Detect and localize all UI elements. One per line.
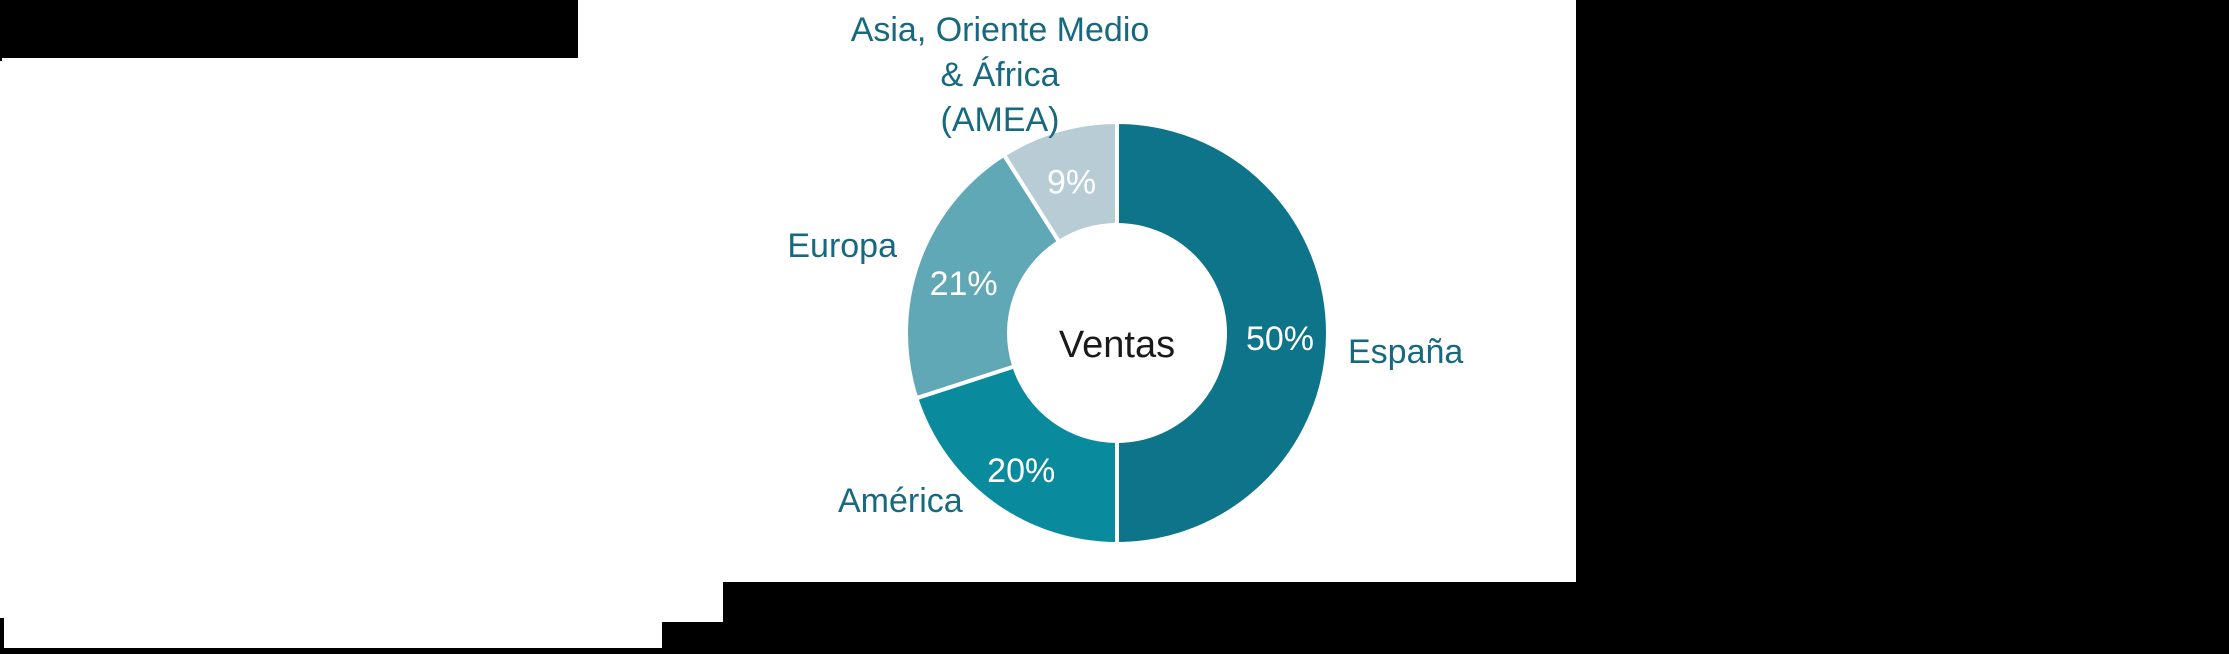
slide-area-bottom-step-1 <box>0 582 723 622</box>
donut-slice-amea <box>1001 119 1119 245</box>
slide-area-top-strip <box>578 0 1576 58</box>
percent-label-amea: 9% <box>1047 163 1096 201</box>
percent-label-europa: 21% <box>930 265 998 303</box>
percent-label-america: 20% <box>987 452 1055 490</box>
black-margin-left-speck <box>0 58 2 61</box>
donut-slice-espana <box>1115 119 1330 547</box>
region-label-amea-line-2: & África <box>940 56 1060 94</box>
donut-center-label: Ventas <box>1059 324 1175 366</box>
region-label-amea-line-3: (AMEA) <box>940 101 1060 139</box>
donut-slice-europa <box>904 152 1062 401</box>
percent-label-espana: 50% <box>1246 320 1314 358</box>
region-label-europa: Europa <box>787 227 897 265</box>
region-label-amea-line-1: Asia, Oriente Medio <box>850 11 1150 49</box>
black-margin-left-bar <box>0 618 4 648</box>
region-label-espana: España <box>1348 333 1464 371</box>
region-label-america: América <box>838 482 963 520</box>
donut-slice-america <box>913 363 1119 547</box>
region-label-amea: Asia, Oriente Medio & África (AMEA) <box>780 8 1220 143</box>
slide-area-bottom-step-2 <box>0 622 662 648</box>
